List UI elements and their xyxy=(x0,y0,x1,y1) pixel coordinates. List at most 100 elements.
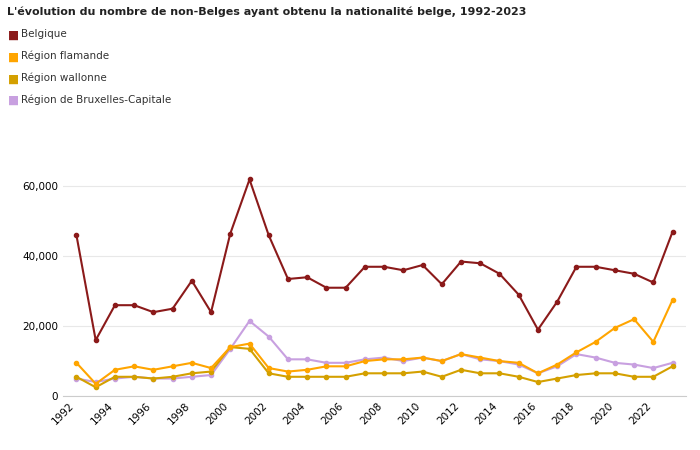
Région de Bruxelles-Capitale xyxy=(630,362,638,367)
Belgique xyxy=(438,282,446,287)
Région de Bruxelles-Capitale xyxy=(457,351,466,357)
Belgique xyxy=(533,327,542,333)
Région de Bruxelles-Capitale xyxy=(226,346,234,351)
Région flamande xyxy=(592,339,600,345)
Région de Bruxelles-Capitale xyxy=(514,362,523,367)
Text: ■: ■ xyxy=(8,94,20,107)
Région flamande xyxy=(553,362,561,367)
Région de Bruxelles-Capitale xyxy=(360,357,369,362)
Région de Bruxelles-Capitale xyxy=(245,318,253,324)
Région wallonne xyxy=(303,374,312,379)
Belgique xyxy=(149,310,158,315)
Région de Bruxelles-Capitale xyxy=(533,371,542,376)
Belgique xyxy=(130,302,139,308)
Région wallonne xyxy=(322,374,330,379)
Belgique xyxy=(72,233,80,238)
Région flamande xyxy=(111,367,119,373)
Line: Région flamande: Région flamande xyxy=(74,298,675,386)
Région de Bruxelles-Capitale xyxy=(610,360,619,365)
Line: Région de Bruxelles-Capitale: Région de Bruxelles-Capitale xyxy=(74,319,675,384)
Belgique xyxy=(111,302,119,308)
Région wallonne xyxy=(668,364,677,369)
Région wallonne xyxy=(476,371,484,376)
Text: ■: ■ xyxy=(8,29,20,42)
Région de Bruxelles-Capitale xyxy=(92,379,100,385)
Région wallonne xyxy=(226,344,234,350)
Région de Bruxelles-Capitale xyxy=(265,334,273,339)
Belgique xyxy=(303,274,312,280)
Belgique xyxy=(649,280,657,285)
Belgique xyxy=(457,259,466,264)
Région de Bruxelles-Capitale xyxy=(207,372,216,378)
Région wallonne xyxy=(149,376,158,381)
Région wallonne xyxy=(496,371,504,376)
Région wallonne xyxy=(265,371,273,376)
Région de Bruxelles-Capitale xyxy=(342,360,350,365)
Belgique xyxy=(207,310,216,315)
Région wallonne xyxy=(92,385,100,390)
Région wallonne xyxy=(438,374,446,379)
Belgique xyxy=(245,177,253,182)
Belgique xyxy=(92,338,100,343)
Text: L'évolution du nombre de non-Belges ayant obtenu la nationalité belge, 1992-2023: L'évolution du nombre de non-Belges ayan… xyxy=(7,7,526,17)
Région flamande xyxy=(245,341,253,346)
Région wallonne xyxy=(457,367,466,373)
Région flamande xyxy=(303,367,312,373)
Belgique xyxy=(496,271,504,276)
Région de Bruxelles-Capitale xyxy=(72,376,80,381)
Belgique xyxy=(322,285,330,290)
Région de Bruxelles-Capitale xyxy=(188,374,196,379)
Région de Bruxelles-Capitale xyxy=(284,357,292,362)
Belgique xyxy=(188,278,196,284)
Région flamande xyxy=(380,357,389,362)
Belgique xyxy=(630,271,638,276)
Région de Bruxelles-Capitale xyxy=(572,351,580,357)
Belgique xyxy=(284,276,292,282)
Région wallonne xyxy=(514,374,523,379)
Belgique xyxy=(399,268,407,273)
Région flamande xyxy=(149,367,158,373)
Région de Bruxelles-Capitale xyxy=(438,358,446,364)
Belgique xyxy=(572,264,580,270)
Région flamande xyxy=(457,351,466,357)
Région wallonne xyxy=(380,371,389,376)
Belgique xyxy=(169,306,177,311)
Belgique xyxy=(380,264,389,270)
Text: Région wallonne: Région wallonne xyxy=(21,72,106,83)
Région flamande xyxy=(610,325,619,331)
Région wallonne xyxy=(207,369,216,374)
Région flamande xyxy=(92,381,100,387)
Région flamande xyxy=(265,365,273,371)
Région de Bruxelles-Capitale xyxy=(130,374,139,379)
Région de Bruxelles-Capitale xyxy=(399,358,407,364)
Région flamande xyxy=(360,358,369,364)
Line: Belgique: Belgique xyxy=(74,177,675,342)
Région de Bruxelles-Capitale xyxy=(303,357,312,362)
Région de Bruxelles-Capitale xyxy=(380,355,389,360)
Région wallonne xyxy=(533,379,542,385)
Text: Région flamande: Région flamande xyxy=(21,51,109,61)
Région flamande xyxy=(188,360,196,365)
Région wallonne xyxy=(399,371,407,376)
Région de Bruxelles-Capitale xyxy=(111,376,119,381)
Région de Bruxelles-Capitale xyxy=(169,376,177,381)
Région wallonne xyxy=(592,371,600,376)
Région de Bruxelles-Capitale xyxy=(476,357,484,362)
Région de Bruxelles-Capitale xyxy=(149,376,158,381)
Région wallonne xyxy=(649,374,657,379)
Région flamande xyxy=(649,339,657,345)
Région flamande xyxy=(72,360,80,365)
Région de Bruxelles-Capitale xyxy=(496,358,504,364)
Région wallonne xyxy=(572,372,580,378)
Région de Bruxelles-Capitale xyxy=(649,365,657,371)
Région wallonne xyxy=(284,374,292,379)
Text: Belgique: Belgique xyxy=(21,29,66,39)
Région flamande xyxy=(630,316,638,322)
Région wallonne xyxy=(610,371,619,376)
Belgique xyxy=(226,231,234,236)
Région wallonne xyxy=(130,374,139,379)
Belgique xyxy=(553,299,561,304)
Région wallonne xyxy=(169,374,177,379)
Région flamande xyxy=(572,350,580,355)
Région flamande xyxy=(419,355,427,360)
